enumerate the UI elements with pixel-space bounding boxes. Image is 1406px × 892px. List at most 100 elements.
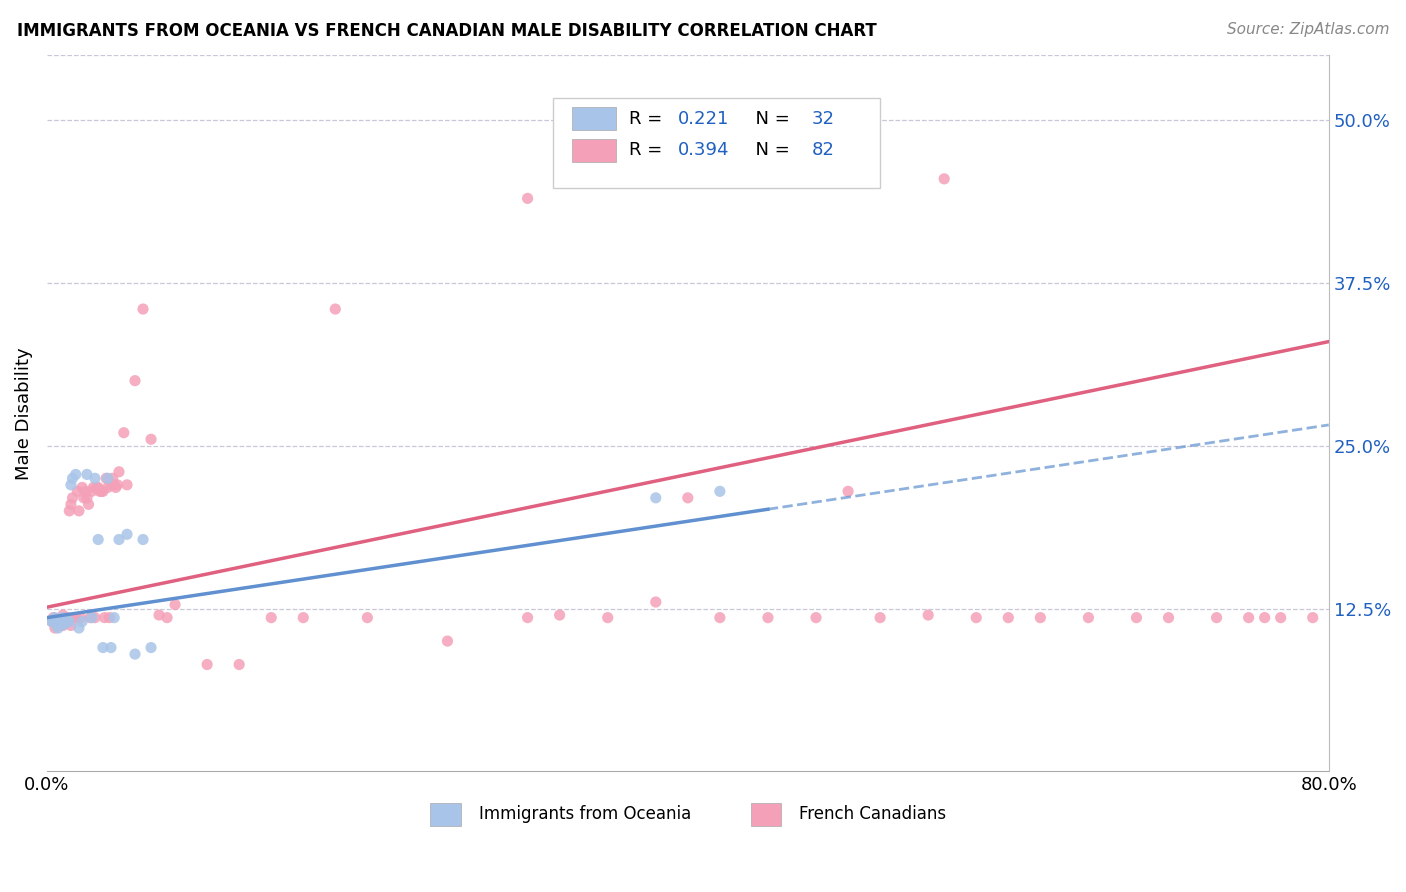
Point bbox=[709, 610, 731, 624]
Text: R =: R = bbox=[628, 142, 668, 160]
Point bbox=[56, 610, 79, 624]
Text: Source: ZipAtlas.com: Source: ZipAtlas.com bbox=[1226, 22, 1389, 37]
Point bbox=[676, 491, 699, 505]
Point bbox=[139, 432, 162, 446]
Point bbox=[55, 615, 77, 629]
Point bbox=[115, 478, 138, 492]
Point bbox=[804, 610, 827, 624]
Point bbox=[84, 471, 107, 485]
Point bbox=[67, 621, 90, 635]
FancyBboxPatch shape bbox=[572, 139, 616, 161]
Point bbox=[93, 610, 115, 624]
Point bbox=[76, 491, 98, 505]
Text: N =: N = bbox=[744, 110, 796, 128]
Point bbox=[323, 301, 346, 316]
Point bbox=[52, 610, 75, 624]
Point bbox=[59, 618, 82, 632]
Point bbox=[292, 610, 315, 624]
Point bbox=[1270, 610, 1292, 624]
Text: 0.394: 0.394 bbox=[678, 142, 730, 160]
Point bbox=[42, 615, 65, 629]
FancyBboxPatch shape bbox=[751, 803, 782, 826]
Point bbox=[87, 533, 110, 547]
Point bbox=[52, 618, 75, 632]
Point bbox=[124, 374, 146, 388]
Point bbox=[51, 615, 73, 629]
Point bbox=[112, 425, 135, 440]
Point bbox=[516, 191, 538, 205]
Point bbox=[124, 647, 146, 661]
Point bbox=[58, 615, 80, 629]
Point bbox=[195, 657, 218, 672]
Point bbox=[56, 615, 79, 629]
Point bbox=[103, 610, 125, 624]
Point bbox=[59, 478, 82, 492]
Point bbox=[62, 491, 84, 505]
Point bbox=[52, 607, 75, 622]
Point bbox=[84, 610, 107, 624]
Point bbox=[46, 621, 69, 635]
Point bbox=[46, 615, 69, 629]
Point bbox=[644, 491, 666, 505]
Point bbox=[87, 480, 110, 494]
Point bbox=[65, 467, 87, 482]
Point bbox=[82, 480, 104, 494]
Text: Immigrants from Oceania: Immigrants from Oceania bbox=[479, 805, 692, 823]
Point bbox=[709, 484, 731, 499]
Point bbox=[100, 478, 122, 492]
Point bbox=[73, 491, 96, 505]
Point bbox=[70, 480, 93, 494]
Point bbox=[97, 480, 120, 494]
Text: 32: 32 bbox=[813, 110, 835, 128]
Point bbox=[45, 618, 67, 632]
Point bbox=[51, 617, 73, 632]
Point bbox=[108, 533, 131, 547]
Point bbox=[42, 610, 65, 624]
Point bbox=[1077, 610, 1099, 624]
Point bbox=[436, 634, 458, 648]
Point bbox=[41, 615, 63, 629]
Point bbox=[644, 595, 666, 609]
FancyBboxPatch shape bbox=[430, 803, 461, 826]
Point bbox=[869, 610, 891, 624]
Point bbox=[917, 607, 939, 622]
Point bbox=[48, 615, 70, 629]
Point bbox=[76, 467, 98, 482]
Point bbox=[101, 471, 124, 485]
Text: French Canadians: French Canadians bbox=[800, 805, 946, 823]
Point bbox=[1029, 610, 1052, 624]
Point bbox=[756, 610, 779, 624]
Point bbox=[103, 478, 125, 492]
Point bbox=[53, 610, 76, 624]
Point bbox=[108, 465, 131, 479]
Point bbox=[356, 610, 378, 624]
Point bbox=[104, 480, 127, 494]
Point bbox=[44, 621, 66, 635]
Point bbox=[59, 497, 82, 511]
Point bbox=[53, 617, 76, 632]
Point bbox=[1125, 610, 1147, 624]
Point bbox=[69, 610, 91, 624]
Text: 0.221: 0.221 bbox=[678, 110, 728, 128]
Point bbox=[62, 471, 84, 485]
Point bbox=[132, 301, 155, 316]
Point bbox=[91, 484, 114, 499]
Point bbox=[1253, 610, 1275, 624]
FancyBboxPatch shape bbox=[572, 107, 616, 130]
Point bbox=[63, 610, 86, 624]
Point bbox=[91, 640, 114, 655]
Point bbox=[156, 610, 179, 624]
Text: 82: 82 bbox=[813, 142, 835, 160]
Point bbox=[548, 607, 571, 622]
Point bbox=[65, 610, 87, 624]
Point bbox=[80, 484, 103, 499]
FancyBboxPatch shape bbox=[553, 98, 880, 187]
Point bbox=[965, 610, 987, 624]
Point bbox=[89, 484, 111, 499]
Point bbox=[75, 484, 97, 499]
Point bbox=[41, 615, 63, 629]
Point bbox=[1157, 610, 1180, 624]
Point bbox=[105, 478, 128, 492]
Point bbox=[80, 610, 103, 624]
Point bbox=[139, 640, 162, 655]
